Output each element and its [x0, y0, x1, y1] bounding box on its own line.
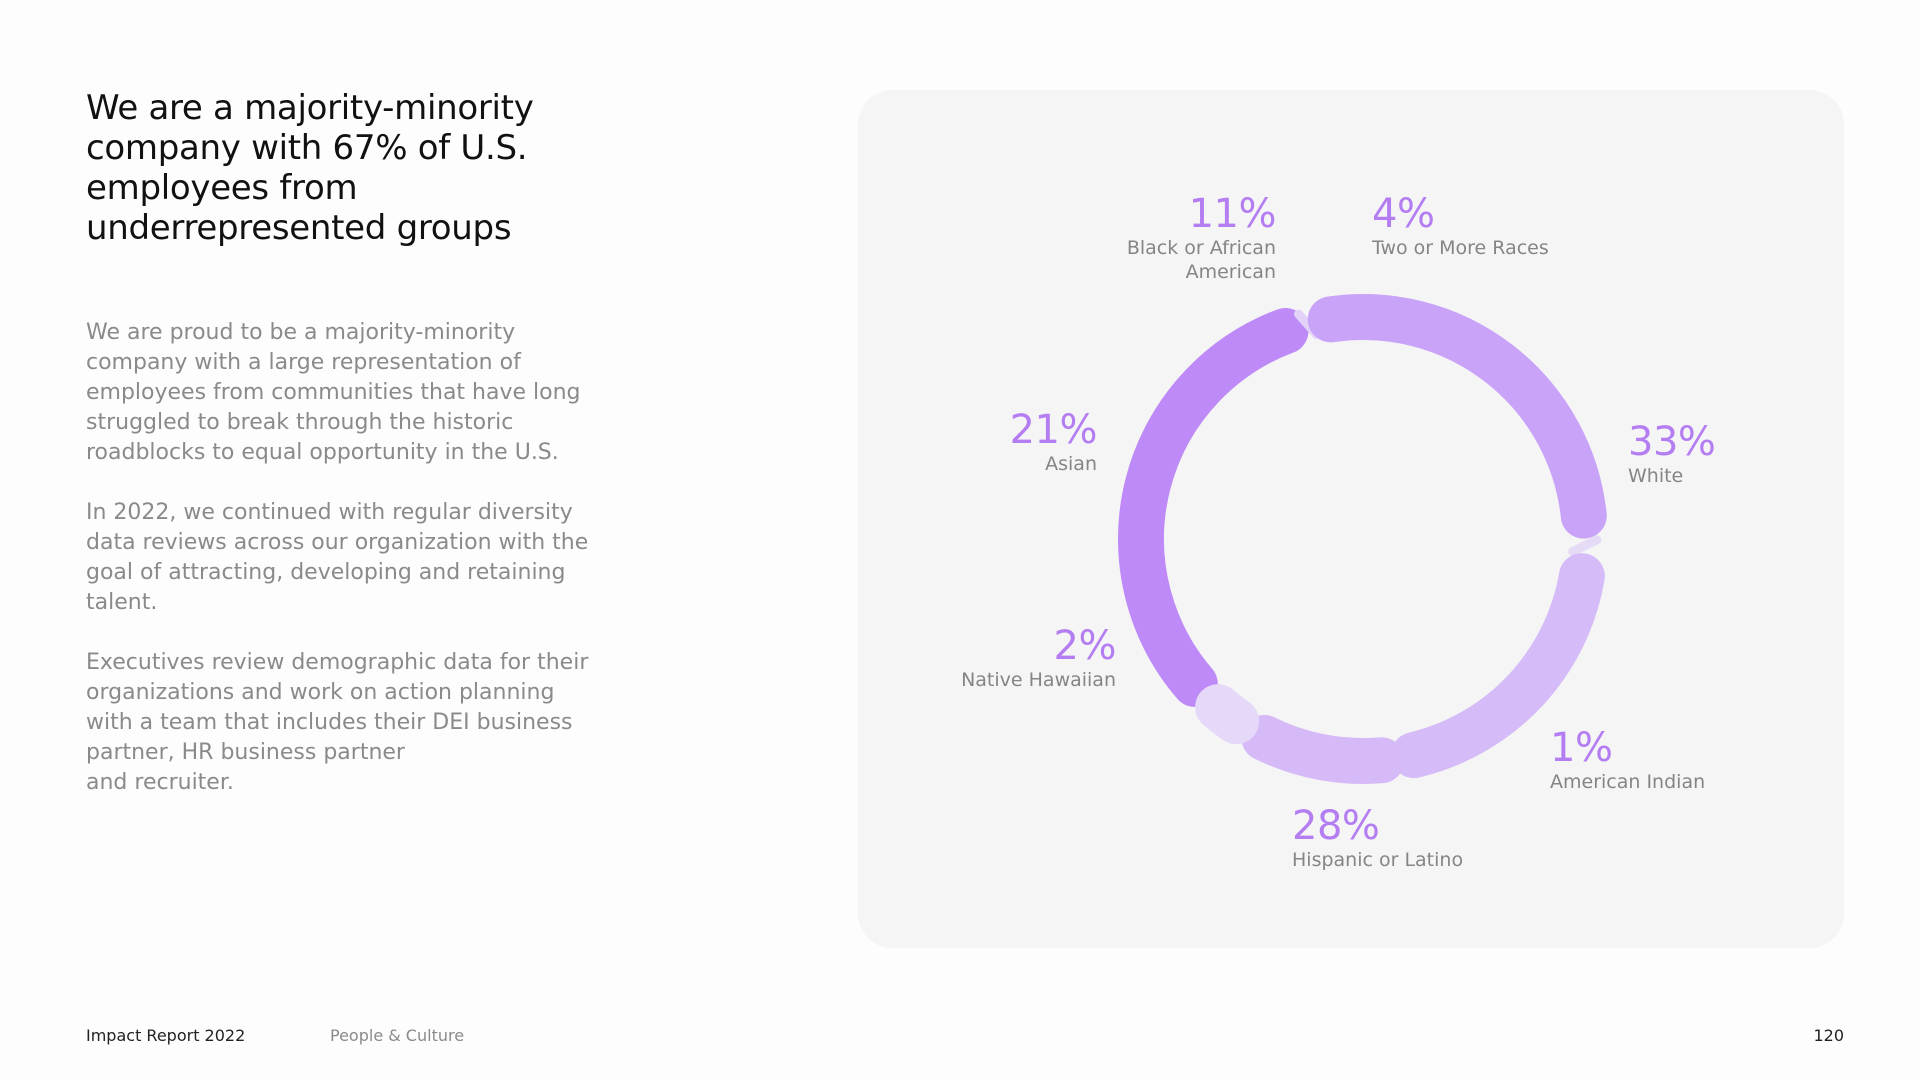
footer-page-number: 120: [1813, 1026, 1844, 1045]
headline-line: employees from: [86, 168, 358, 208]
text-column: We are a majority-minority company with …: [86, 88, 606, 828]
body-line: roadblocks to equal opportunity in the U…: [86, 440, 559, 465]
donut-chart: [1118, 294, 1607, 784]
data-label-category: White: [1628, 465, 1684, 487]
data-label-value: 33%: [1628, 419, 1716, 465]
data-label-value: 4%: [1372, 191, 1435, 237]
donut-segment-two-or-more-races: [1195, 684, 1260, 745]
data-label-value: 21%: [1009, 407, 1098, 453]
footer-report-title: Impact Report 2022: [86, 1026, 246, 1045]
body-line: talent.: [86, 590, 158, 615]
donut-segment-hispanic-or-latino: [1307, 294, 1607, 539]
page-headline: We are a majority-minority company with …: [86, 88, 606, 248]
donut-segment-white: [1118, 307, 1309, 707]
body-line: and recruiter.: [86, 770, 234, 795]
body-line: with a team that includes their DEI busi…: [86, 710, 573, 735]
donut-segment-native-hawaiian: [1568, 535, 1602, 556]
headline-line: underrepresented groups: [86, 208, 512, 248]
body-line: company with a large representation of: [86, 350, 521, 375]
body-text: We are proud to be a majority-minority c…: [86, 318, 606, 798]
body-paragraph: In 2022, we continued with regular diver…: [86, 498, 606, 618]
data-label-value: 1%: [1550, 725, 1613, 771]
data-label-category: Two or More Races: [1372, 237, 1549, 259]
data-label-category: Native Hawaiian: [961, 669, 1116, 691]
donut-segment-asian: [1390, 553, 1605, 779]
body-line: We are proud to be a majority-minority: [86, 320, 516, 345]
body-line: data reviews across our organization wit…: [86, 530, 589, 555]
footer-section-name: People & Culture: [330, 1026, 465, 1045]
data-label-value: 2%: [1053, 623, 1117, 669]
headline-line: company with 67% of U.S.: [86, 128, 528, 168]
body-line: In 2022, we continued with regular diver…: [86, 500, 573, 525]
body-line: organizations and work on action plannin…: [86, 680, 555, 705]
body-line: partner, HR business partner: [86, 740, 405, 765]
headline-line: We are a majority-minority: [86, 88, 534, 128]
body-line: struggled to break through the historic: [86, 410, 514, 435]
body-paragraph: Executives review demographic data for t…: [86, 648, 606, 798]
data-label-value: 28%: [1292, 803, 1380, 849]
data-label-value: 11%: [1188, 191, 1277, 237]
donut-chart-card: 33% White 1% American Indian 28% Hispanic or …: [858, 90, 1844, 948]
data-label-category: Hispanic or Latino: [1292, 849, 1464, 871]
body-paragraph: We are proud to be a majority-minority c…: [86, 318, 606, 468]
body-line: employees from communities that have lon…: [86, 380, 581, 405]
donut-segment-black-or-african-american: [1241, 714, 1405, 784]
body-line: goal of attracting, developing and retai…: [86, 560, 566, 585]
data-label-category: American Indian: [1550, 771, 1706, 793]
data-label-category: Black or African American: [1126, 237, 1276, 283]
body-line: Executives review demographic data for t…: [86, 650, 589, 675]
data-label-category: Asian: [1045, 453, 1097, 475]
